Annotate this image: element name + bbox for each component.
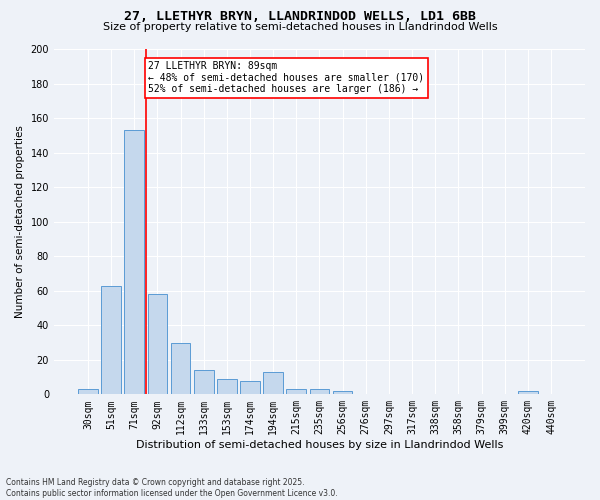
Bar xyxy=(263,372,283,394)
Bar xyxy=(217,379,236,394)
Text: Size of property relative to semi-detached houses in Llandrindod Wells: Size of property relative to semi-detach… xyxy=(103,22,497,32)
Bar xyxy=(124,130,144,394)
Y-axis label: Number of semi-detached properties: Number of semi-detached properties xyxy=(15,125,25,318)
Bar xyxy=(148,294,167,394)
Bar xyxy=(333,391,352,394)
Bar xyxy=(194,370,214,394)
Text: 27 LLETHYR BRYN: 89sqm
← 48% of semi-detached houses are smaller (170)
52% of se: 27 LLETHYR BRYN: 89sqm ← 48% of semi-det… xyxy=(148,61,424,94)
Bar xyxy=(518,391,538,394)
Bar xyxy=(170,342,190,394)
Bar xyxy=(240,380,260,394)
Text: Contains HM Land Registry data © Crown copyright and database right 2025.
Contai: Contains HM Land Registry data © Crown c… xyxy=(6,478,338,498)
X-axis label: Distribution of semi-detached houses by size in Llandrindod Wells: Distribution of semi-detached houses by … xyxy=(136,440,503,450)
Bar xyxy=(78,389,98,394)
Bar xyxy=(310,389,329,394)
Text: 27, LLETHYR BRYN, LLANDRINDOD WELLS, LD1 6BB: 27, LLETHYR BRYN, LLANDRINDOD WELLS, LD1… xyxy=(124,10,476,23)
Bar xyxy=(101,286,121,395)
Bar xyxy=(286,389,306,394)
